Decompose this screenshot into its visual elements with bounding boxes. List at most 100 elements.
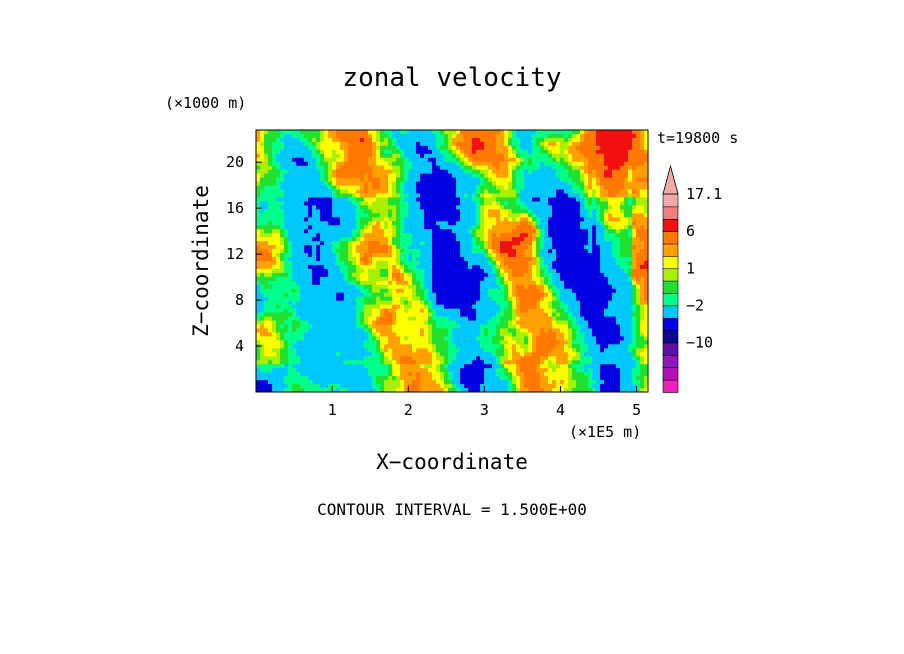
heatmap-cell xyxy=(580,304,585,310)
heatmap-cell xyxy=(612,296,617,302)
heatmap-cell xyxy=(492,193,497,199)
heatmap-cell xyxy=(452,197,457,203)
heatmap-cell xyxy=(340,292,345,298)
heatmap-cell xyxy=(388,130,393,135)
heatmap-cell xyxy=(304,169,309,175)
heatmap-cell xyxy=(568,272,573,278)
heatmap-cell xyxy=(328,161,333,167)
heatmap-cell xyxy=(424,245,429,250)
heatmap-cell xyxy=(372,157,377,163)
heatmap-cell xyxy=(264,229,269,234)
heatmap-cell xyxy=(328,304,333,310)
heatmap-cell xyxy=(568,209,573,214)
heatmap-cell xyxy=(416,225,421,230)
heatmap-cell xyxy=(604,316,609,322)
heatmap-cell xyxy=(508,229,513,234)
heatmap-cell xyxy=(544,173,549,179)
heatmap-cell xyxy=(356,300,361,306)
heatmap-cell xyxy=(256,241,261,246)
heatmap-cell xyxy=(444,181,449,187)
heatmap-cell xyxy=(636,149,641,155)
heatmap-cell xyxy=(260,229,265,234)
heatmap-cell xyxy=(448,197,453,203)
heatmap-cell xyxy=(348,221,353,226)
heatmap-cell xyxy=(496,241,501,246)
heatmap-cell xyxy=(296,149,301,155)
heatmap-cell xyxy=(400,225,405,230)
heatmap-cell xyxy=(636,205,641,210)
heatmap-cell xyxy=(516,276,521,282)
heatmap-cell xyxy=(424,261,429,266)
heatmap-cell xyxy=(564,165,569,171)
heatmap-cell xyxy=(448,308,453,314)
heatmap-cell xyxy=(260,296,265,302)
heatmap-cell xyxy=(416,264,421,270)
heatmap-cell xyxy=(292,229,297,234)
heatmap-cell xyxy=(640,229,645,234)
heatmap-cell xyxy=(420,153,425,159)
heatmap-cell xyxy=(488,157,493,163)
heatmap-cell xyxy=(560,264,565,270)
heatmap-cell xyxy=(264,292,269,298)
heatmap-cell xyxy=(532,312,537,318)
heatmap-cell xyxy=(544,161,549,167)
heatmap-cell xyxy=(376,288,381,294)
heatmap-cell xyxy=(404,324,409,330)
heatmap-cell xyxy=(488,197,493,203)
heatmap-cell xyxy=(616,249,621,254)
heatmap-cell xyxy=(532,161,537,167)
heatmap-cell xyxy=(296,229,301,234)
heatmap-cell xyxy=(528,233,533,238)
heatmap-cell xyxy=(532,209,537,214)
heatmap-cell xyxy=(284,264,289,270)
heatmap-cell xyxy=(492,296,497,302)
heatmap-cell xyxy=(396,292,401,298)
heatmap-cell xyxy=(568,288,573,294)
heatmap-cell xyxy=(620,300,625,306)
heatmap-cell xyxy=(560,149,565,155)
heatmap-cell xyxy=(640,197,645,203)
heatmap-cell xyxy=(480,201,485,207)
heatmap-cell xyxy=(396,264,401,270)
heatmap-cell xyxy=(316,268,321,274)
heatmap-cell xyxy=(384,173,389,179)
heatmap-cell xyxy=(276,241,281,246)
heatmap-cell xyxy=(564,308,569,314)
heatmap-cell xyxy=(636,197,641,203)
heatmap-cell xyxy=(536,217,541,222)
heatmap-cell xyxy=(372,249,377,254)
heatmap-cell xyxy=(328,284,333,290)
heatmap-cell xyxy=(632,229,637,234)
heatmap-cell xyxy=(516,328,521,334)
heatmap-cell xyxy=(264,217,269,222)
heatmap-cell xyxy=(624,288,629,294)
heatmap-cell xyxy=(532,213,537,218)
heatmap-cell xyxy=(556,280,561,286)
heatmap-cell xyxy=(428,280,433,286)
heatmap-cell xyxy=(292,328,297,334)
heatmap-cell xyxy=(396,153,401,159)
heatmap-cell xyxy=(604,288,609,294)
heatmap-cell xyxy=(400,304,405,310)
heatmap-cell xyxy=(644,268,648,274)
heatmap-cell xyxy=(564,169,569,175)
heatmap-cell xyxy=(392,209,397,214)
heatmap-cell xyxy=(616,217,621,222)
heatmap-cell xyxy=(488,320,493,326)
heatmap-cell xyxy=(596,296,601,302)
heatmap-cell xyxy=(580,292,585,298)
heatmap-cell xyxy=(420,225,425,230)
heatmap-cell xyxy=(552,205,557,210)
heatmap-cell xyxy=(384,141,389,147)
heatmap-cell xyxy=(644,272,648,278)
heatmap-cell xyxy=(564,324,569,330)
heatmap-cell xyxy=(340,280,345,286)
heatmap-cell xyxy=(524,304,529,310)
heatmap-cell xyxy=(500,209,505,214)
heatmap-cell xyxy=(524,177,529,183)
heatmap-cell xyxy=(308,272,313,278)
heatmap-cell xyxy=(368,272,373,278)
heatmap-cell xyxy=(276,197,281,203)
heatmap-cell xyxy=(544,292,549,298)
heatmap-cell xyxy=(456,292,461,298)
